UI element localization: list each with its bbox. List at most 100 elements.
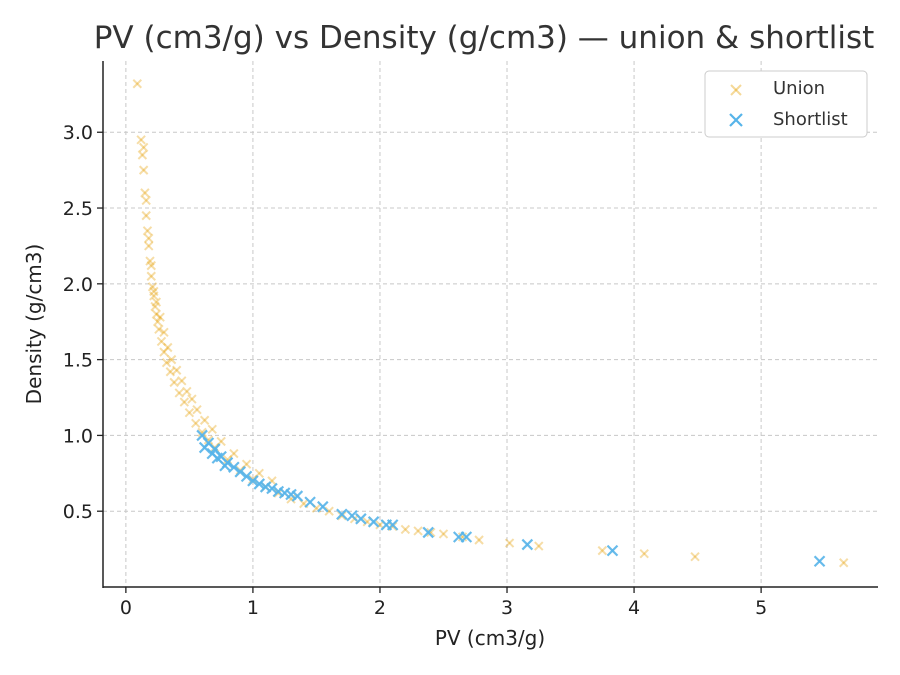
union-point (132, 79, 143, 89)
shortlist-point (355, 513, 367, 525)
shortlist-point (291, 490, 304, 502)
y-tick-label: 1.5 (63, 350, 93, 372)
union-point (149, 286, 159, 297)
union-point (169, 377, 179, 388)
union-point (156, 336, 167, 347)
shortlist-point (521, 538, 534, 551)
y-tick-label: 2.5 (63, 198, 93, 220)
shortlist-point (422, 526, 435, 539)
legend-union-marker (730, 84, 742, 96)
union-point (147, 282, 158, 292)
union-point (144, 233, 154, 244)
union-point (151, 297, 162, 307)
union-point (166, 354, 177, 365)
y-axis-label: Density (g/cm3) (22, 244, 46, 405)
legend-box (704, 70, 868, 138)
union-point (165, 367, 176, 377)
union-series-points (132, 79, 849, 568)
shortlist-point (247, 475, 259, 487)
union-point (152, 317, 163, 327)
shortlist-point (317, 500, 329, 513)
union-point (174, 388, 184, 398)
union-point (141, 195, 151, 206)
union-point (171, 365, 182, 375)
union-point (413, 526, 423, 536)
x-tick-label: 4 (628, 597, 640, 619)
union-point (192, 404, 202, 415)
shortlist-point (304, 496, 316, 508)
union-point (197, 427, 207, 438)
union-point (504, 538, 515, 548)
shortlist-point (234, 466, 246, 478)
union-point (474, 535, 484, 545)
union-point (146, 260, 156, 271)
union-point (155, 312, 165, 322)
shortlist-point (813, 555, 826, 568)
union-point (187, 394, 197, 404)
legend: Union Shortlist (704, 70, 868, 138)
union-point (324, 506, 334, 516)
chart-title: PV (cm3/g) vs Density (g/cm3) — union & … (94, 20, 875, 56)
shortlist-point (219, 459, 231, 472)
shortlist-point (266, 482, 278, 495)
union-point (142, 226, 153, 236)
shortlist-point (336, 508, 348, 521)
union-point (184, 407, 195, 418)
union-point (151, 309, 162, 319)
union-point (639, 548, 649, 559)
shortlist-point (367, 516, 380, 528)
legend-union-label: Union (773, 78, 825, 99)
y-tick-label: 1.0 (63, 425, 93, 447)
shortlist-point (198, 441, 211, 454)
union-point (140, 188, 150, 198)
union-point (400, 524, 411, 535)
union-point (426, 527, 436, 538)
y-tick-label: 2.0 (63, 274, 93, 296)
x-axis-label: PV (cm3/g) (435, 626, 545, 650)
shortlist-series-points (196, 429, 826, 568)
shortlist-point (460, 531, 473, 543)
x-axis-ticks: 0 1 2 3 4 5 (120, 587, 767, 619)
union-point (146, 271, 156, 281)
shortlist-point (386, 519, 399, 531)
union-point (191, 418, 201, 428)
x-tick-label: 3 (501, 597, 513, 619)
shortlist-point (228, 461, 240, 474)
union-point (145, 256, 155, 266)
x-tick-label: 0 (120, 597, 132, 619)
union-point (207, 424, 217, 435)
union-point (141, 210, 151, 221)
x-tick-label: 5 (755, 597, 767, 619)
union-point (690, 551, 700, 562)
shortlist-point (346, 509, 358, 522)
union-point (199, 415, 210, 425)
union-point (159, 327, 169, 338)
shortlist-point (606, 544, 619, 557)
grid-lines (103, 61, 878, 587)
union-point (144, 241, 154, 251)
union-point (154, 324, 164, 335)
union-point (203, 435, 214, 445)
shortlist-point (240, 470, 253, 483)
union-point (136, 135, 146, 145)
x-tick-label: 2 (374, 597, 386, 619)
union-point (177, 376, 187, 386)
union-point (229, 448, 239, 459)
union-point (159, 347, 169, 357)
union-point (138, 165, 149, 175)
union-point (182, 386, 192, 397)
union-point (438, 529, 449, 539)
union-point (161, 357, 172, 368)
union-point (138, 142, 149, 153)
union-point (150, 301, 160, 312)
y-axis-ticks: 0.5 1.0 1.5 2.0 2.5 3.0 (63, 122, 103, 523)
y-tick-label: 3.0 (63, 122, 93, 144)
union-point (179, 397, 190, 407)
legend-shortlist-label: Shortlist (773, 109, 848, 130)
shortlist-point (253, 478, 266, 490)
union-point (534, 541, 544, 551)
union-point (149, 291, 159, 301)
union-point (163, 342, 173, 353)
union-point (597, 545, 608, 556)
